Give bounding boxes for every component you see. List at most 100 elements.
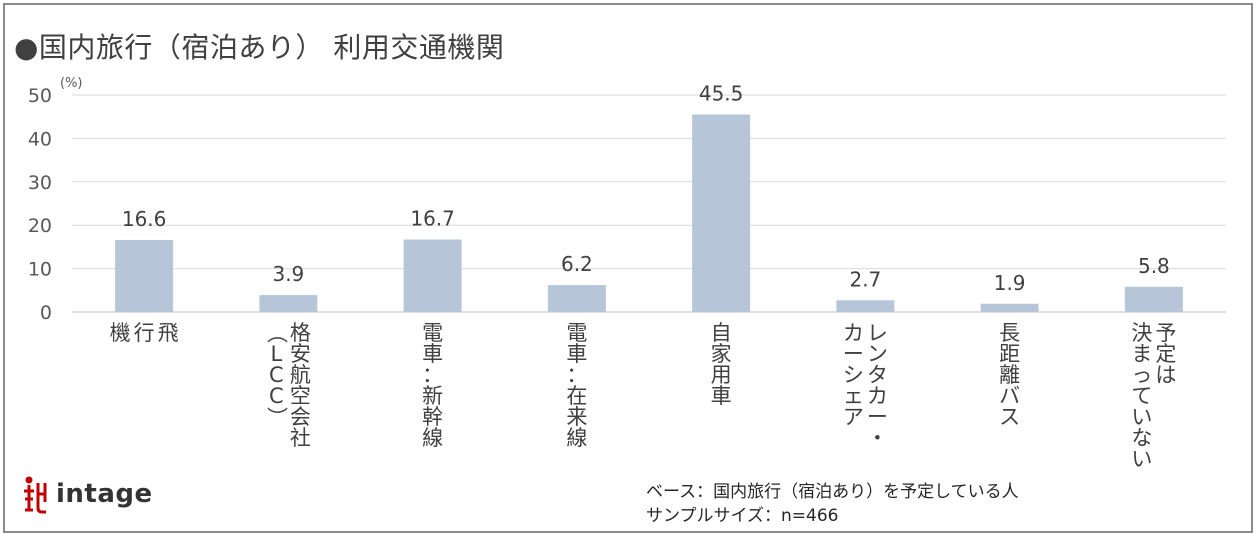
category-label-char: ・ bbox=[867, 426, 888, 450]
category-label-char: ー bbox=[843, 342, 864, 366]
category-label-char: 行 bbox=[134, 321, 155, 345]
category-label-char: ー bbox=[867, 405, 888, 429]
intage-logo-mark-icon bbox=[24, 476, 47, 514]
category-label-char: 電 bbox=[566, 321, 587, 345]
y-tick-label: 10 bbox=[28, 259, 52, 281]
category-label-char: 決 bbox=[1131, 321, 1152, 345]
y-tick-label: 20 bbox=[28, 215, 52, 237]
category-label: 飛 bbox=[158, 321, 179, 345]
bar bbox=[836, 300, 895, 312]
category-label: （LCC） bbox=[264, 323, 288, 428]
category-label-char: い bbox=[1131, 405, 1152, 429]
category-label-char: 車 bbox=[711, 384, 732, 408]
category-label-char: L bbox=[271, 342, 283, 366]
category-label: 機 bbox=[110, 321, 131, 345]
category-label-char: ア bbox=[843, 405, 864, 429]
bar bbox=[692, 114, 751, 312]
bar bbox=[115, 239, 174, 312]
data-labels: 16.6 3.9 16.7 6.2 45.5 2.7 1.9 5.8 bbox=[122, 82, 1170, 295]
data-label: 16.7 bbox=[410, 207, 455, 231]
data-label: 2.7 bbox=[849, 267, 881, 291]
category-label-char: 来 bbox=[566, 405, 587, 429]
bar bbox=[403, 239, 462, 312]
category-label-char: ン bbox=[867, 342, 888, 366]
category-label-char: 自 bbox=[711, 321, 732, 345]
category-label-char: バ bbox=[999, 384, 1020, 408]
data-label: 3.9 bbox=[272, 262, 304, 286]
intage-logo: intage bbox=[22, 474, 153, 514]
category-label-char: 長 bbox=[999, 321, 1020, 345]
bar bbox=[259, 295, 318, 312]
category-label-char: 在 bbox=[566, 384, 587, 408]
data-label: 45.5 bbox=[699, 82, 744, 106]
category-label-char: ス bbox=[999, 405, 1020, 429]
data-label: 16.6 bbox=[122, 207, 167, 231]
category-label-char: 定 bbox=[1155, 342, 1176, 366]
base-note: ベース：国内旅行（宿泊あり）を予定している人 サンプルサイズ：n=466 bbox=[646, 480, 1019, 528]
category-label-char: C bbox=[269, 363, 284, 387]
bars bbox=[115, 114, 1183, 312]
category-label-char: 空 bbox=[290, 384, 311, 408]
data-label: 5.8 bbox=[1138, 254, 1170, 278]
category-label-char: タ bbox=[867, 363, 888, 387]
category-label-char: 新 bbox=[422, 384, 443, 408]
category-label-char: カ bbox=[867, 384, 888, 408]
category-label-char: は bbox=[1155, 363, 1176, 387]
category-label-char: （ bbox=[264, 323, 288, 344]
y-tick-label: 50 bbox=[28, 85, 52, 107]
data-label: 6.2 bbox=[561, 252, 593, 276]
category-label-char: っ bbox=[1131, 363, 1152, 387]
category-label-char: 離 bbox=[999, 363, 1020, 387]
category-label-char: 線 bbox=[566, 426, 587, 450]
category-label: 予定は bbox=[1155, 321, 1176, 387]
bar bbox=[980, 303, 1039, 312]
category-label-char: 電 bbox=[422, 321, 443, 345]
category-label: 電車：在来線 bbox=[566, 321, 587, 450]
category-label-char: 機 bbox=[110, 321, 131, 345]
category-label-char: 線 bbox=[422, 426, 443, 450]
category-label-char: 車 bbox=[422, 342, 443, 366]
category-label-char: ： bbox=[422, 363, 443, 387]
chart-title: ●国内旅行（宿泊あり） 利用交通機関 bbox=[14, 31, 505, 64]
category-label-char: レ bbox=[867, 321, 888, 345]
category-label-char: カ bbox=[843, 321, 864, 345]
brand-name: intage bbox=[56, 479, 153, 509]
category-label-char: 用 bbox=[711, 363, 732, 387]
category-label-char: い bbox=[1131, 447, 1152, 471]
category-label-char: 家 bbox=[711, 342, 732, 366]
category-label-char: 会 bbox=[290, 405, 311, 429]
category-label-char: 社 bbox=[290, 426, 311, 450]
category-label-char: 航 bbox=[290, 363, 311, 387]
y-axis-ticks: 0 10 20 30 40 50 bbox=[28, 85, 52, 324]
data-label: 1.9 bbox=[994, 271, 1026, 295]
category-label-char: 距 bbox=[999, 342, 1020, 366]
category-label-char: シ bbox=[843, 363, 864, 387]
category-label-char: ま bbox=[1131, 342, 1152, 366]
y-tick-label: 40 bbox=[28, 128, 52, 150]
category-label-char: ： bbox=[566, 363, 587, 387]
category-label-char: な bbox=[1131, 426, 1152, 450]
category-label-char: 飛 bbox=[158, 321, 179, 345]
bar bbox=[1124, 286, 1183, 312]
gridlines bbox=[72, 94, 1226, 313]
y-tick-label: 0 bbox=[40, 302, 52, 324]
category-label-char: ） bbox=[264, 407, 288, 428]
sample-size-line: サンプルサイズ：n=466 bbox=[646, 506, 839, 526]
category-label-char: 幹 bbox=[422, 405, 443, 429]
category-label-char: C bbox=[269, 384, 284, 408]
category-label-char: 予 bbox=[1155, 321, 1176, 345]
bar bbox=[547, 285, 606, 312]
base-note-line: ベース：国内旅行（宿泊あり）を予定している人 bbox=[646, 482, 1019, 502]
category-label: 電車：新幹線 bbox=[422, 321, 443, 450]
category-label-char: ェ bbox=[843, 384, 864, 408]
chart-frame bbox=[3, 3, 1253, 533]
category-label-char: て bbox=[1131, 384, 1152, 408]
category-label: 行 bbox=[134, 321, 155, 345]
